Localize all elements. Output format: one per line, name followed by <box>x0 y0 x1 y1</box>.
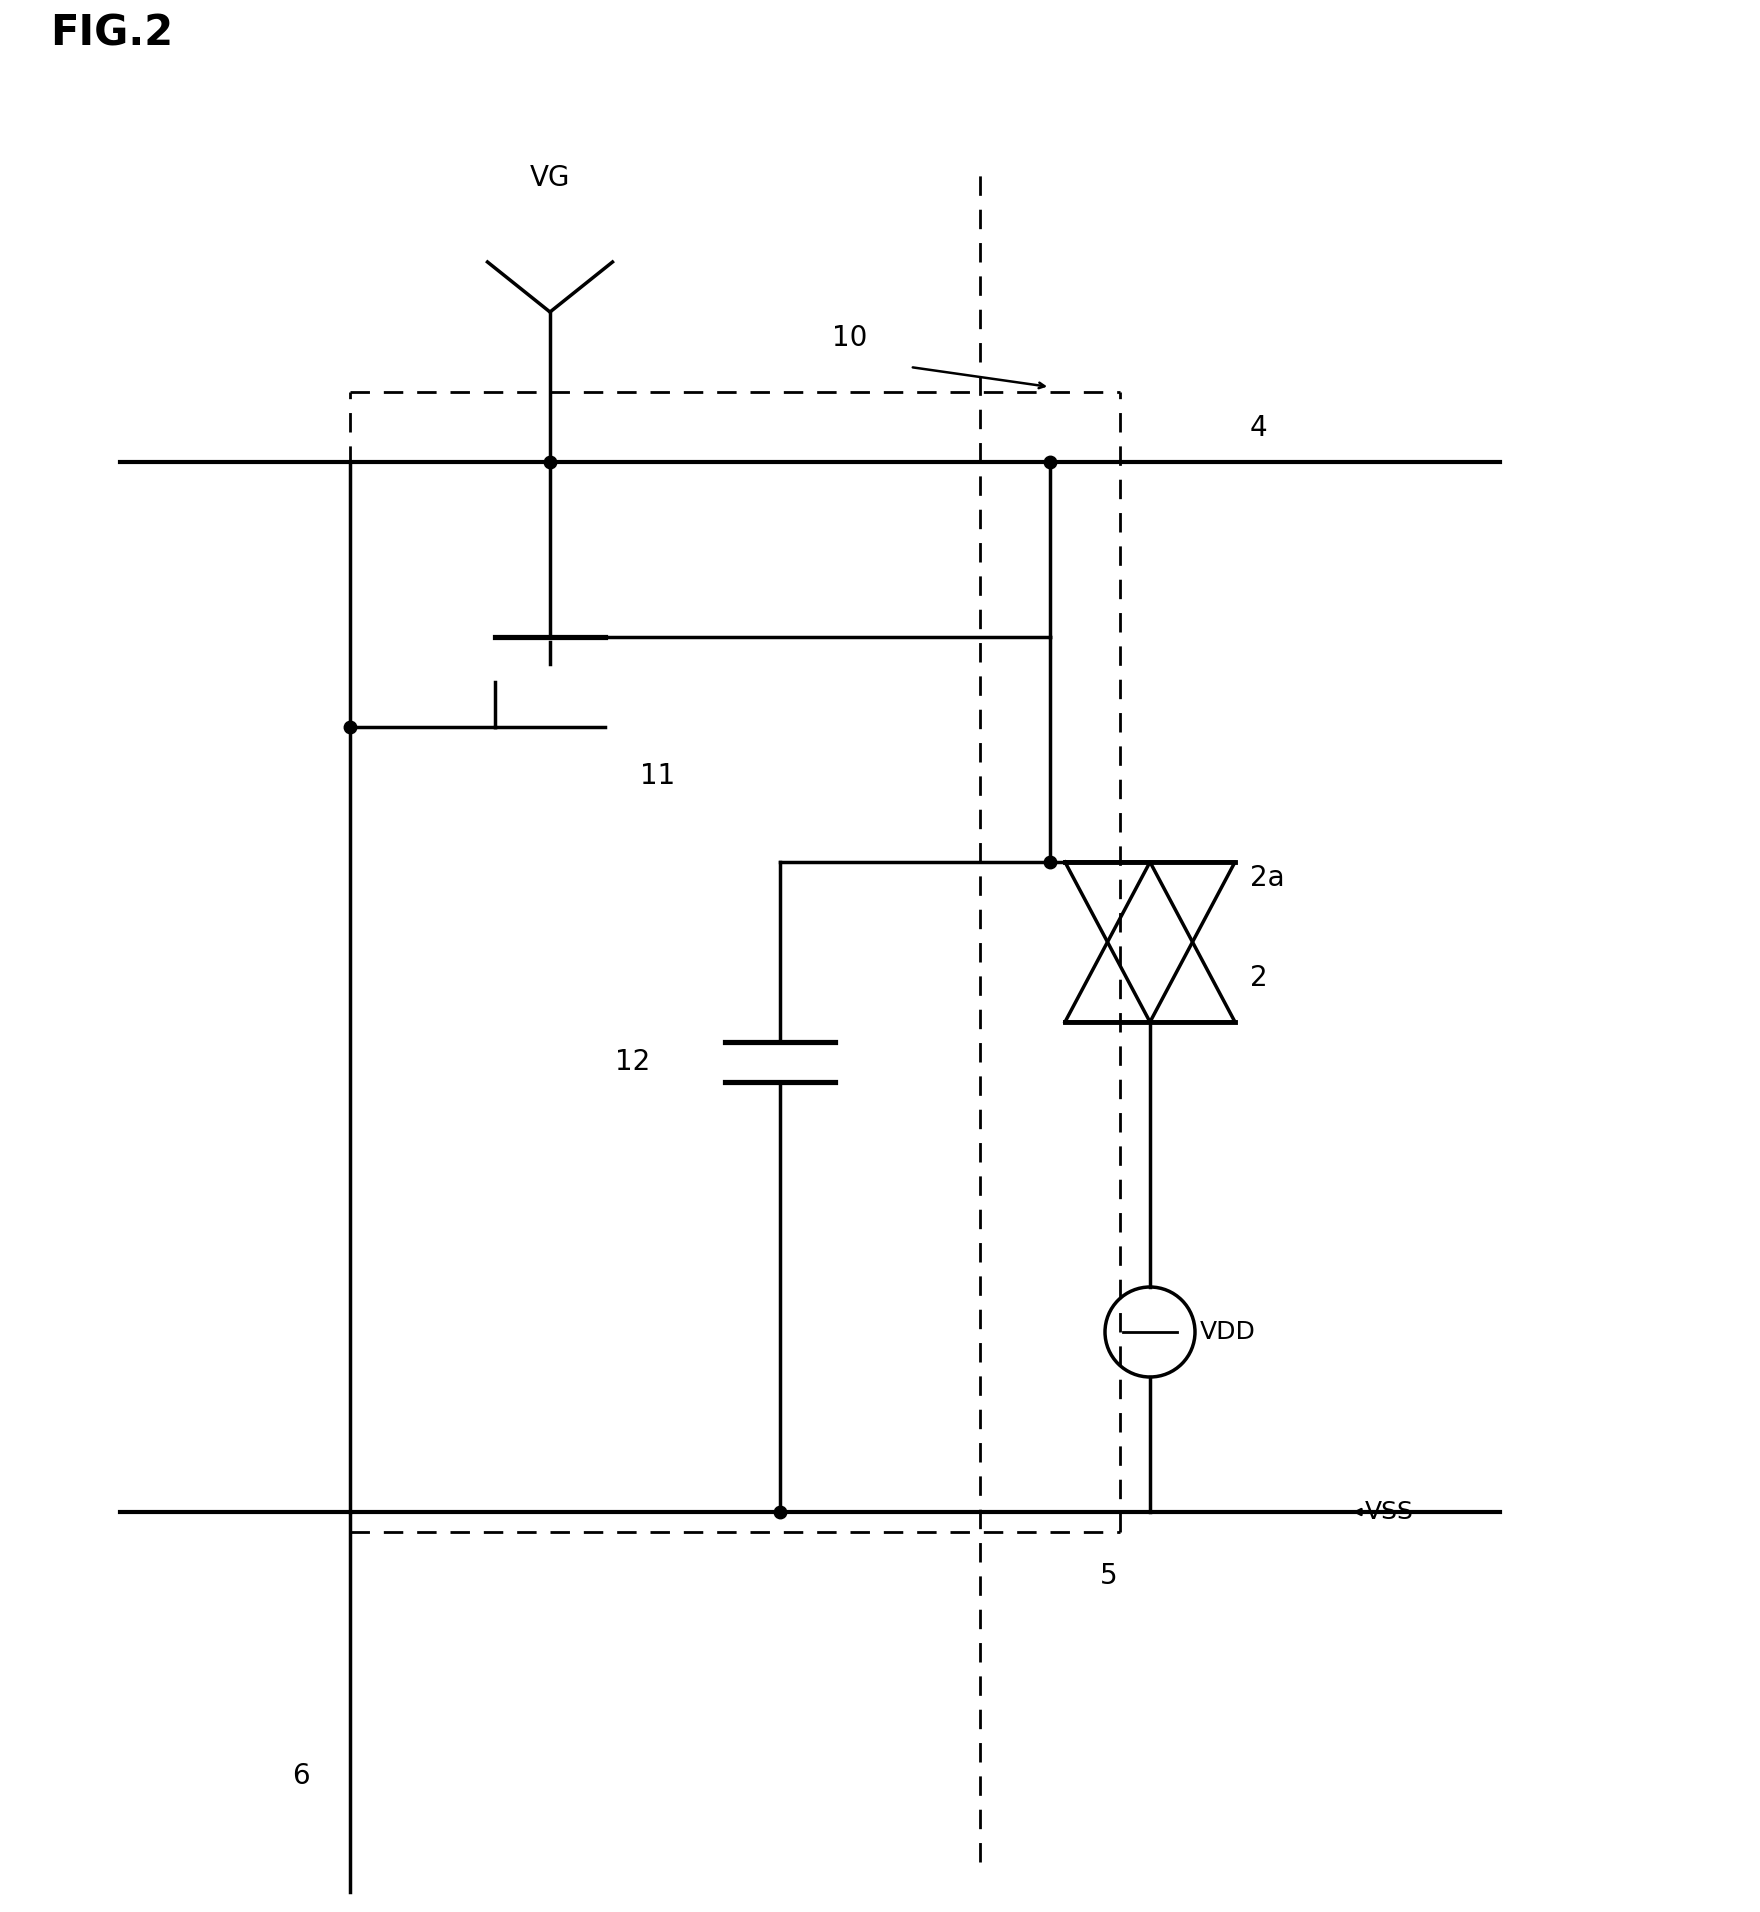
Text: 5: 5 <box>1100 1562 1118 1591</box>
Text: VSS: VSS <box>1366 1501 1413 1524</box>
Text: 4: 4 <box>1250 415 1267 442</box>
Text: VG: VG <box>530 164 570 191</box>
Text: 10: 10 <box>832 323 868 352</box>
Text: 6: 6 <box>292 1763 310 1790</box>
Text: 12: 12 <box>614 1048 649 1076</box>
Text: VDD: VDD <box>1200 1319 1257 1344</box>
Text: FIG.2: FIG.2 <box>49 11 172 54</box>
Text: 11: 11 <box>641 763 676 790</box>
Text: 2a: 2a <box>1250 864 1285 893</box>
Text: 2: 2 <box>1250 964 1267 992</box>
